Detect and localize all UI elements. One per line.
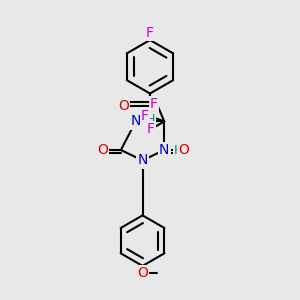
Text: O: O [118, 99, 129, 113]
Text: O: O [137, 266, 148, 280]
Text: F: F [147, 122, 155, 136]
Text: F: F [150, 97, 158, 111]
Text: F: F [141, 109, 149, 122]
Text: H: H [174, 143, 183, 157]
Text: N: N [137, 153, 148, 167]
Text: N: N [159, 143, 169, 157]
Text: O: O [178, 143, 189, 157]
Text: F: F [146, 26, 154, 40]
Text: N: N [130, 115, 141, 128]
Text: O: O [97, 143, 108, 157]
Text: H: H [145, 112, 155, 126]
